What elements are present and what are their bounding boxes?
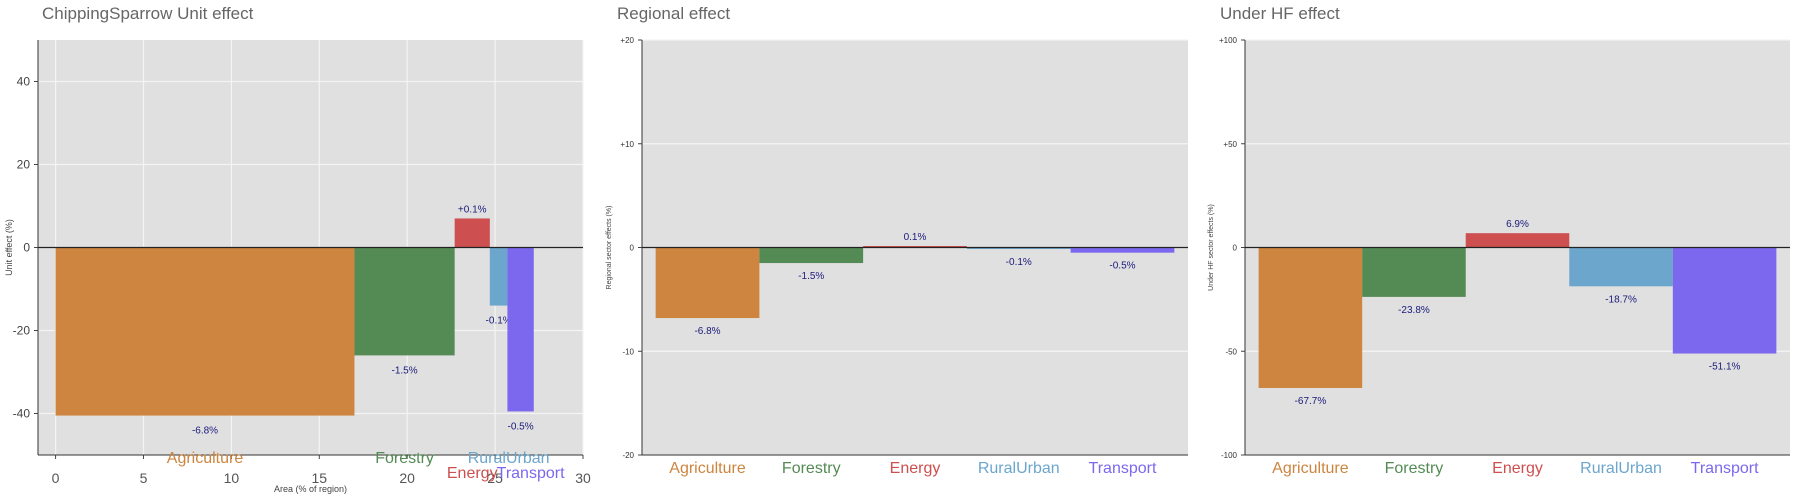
y-tick-label: -20 <box>13 324 31 338</box>
y-axis-title: Unit effect (%) <box>4 219 14 276</box>
category-label: Agriculture <box>669 460 746 477</box>
data-label: +0.1% <box>458 204 487 215</box>
y-tick-label: 0 <box>1233 244 1238 253</box>
category-label: Transport <box>497 465 565 482</box>
category-label: Transport <box>1691 460 1759 477</box>
bar-energy <box>454 218 490 248</box>
category-label: Forestry <box>1385 460 1444 477</box>
y-tick-label: 0 <box>630 244 635 253</box>
data-label: -6.8% <box>694 326 720 337</box>
data-label: -51.1% <box>1709 362 1741 373</box>
category-label: RuralUrban <box>1580 460 1662 477</box>
data-label: -23.8% <box>1398 305 1430 316</box>
y-tick-label: +100 <box>1219 36 1238 45</box>
bar-forestry <box>354 247 455 356</box>
bar-agriculture <box>655 247 760 319</box>
data-label: -0.1% <box>1006 257 1032 268</box>
bar-forestry <box>1362 247 1466 297</box>
y-tick-label: 20 <box>17 158 31 172</box>
x-tick-label: 20 <box>399 470 415 486</box>
data-label: -18.7% <box>1605 294 1637 305</box>
category-label: Energy <box>447 465 498 482</box>
bar-ruralurban <box>489 247 508 306</box>
bar-forestry <box>759 247 864 264</box>
under-hf-effect-title: Under HF effect <box>1220 4 1340 23</box>
data-label: -67.7% <box>1295 396 1327 407</box>
bar-energy <box>863 246 967 248</box>
x-tick-label: 25 <box>487 470 503 486</box>
bar-transport <box>1070 247 1175 253</box>
bar-agriculture <box>1258 247 1363 388</box>
unit-effect-title: ChippingSparrow Unit effect <box>42 4 254 23</box>
x-tick-label: 0 <box>52 470 60 486</box>
category-label: Energy <box>1492 460 1543 477</box>
data-label: -0.5% <box>1109 261 1135 272</box>
x-tick-label: 5 <box>140 470 148 486</box>
y-tick-label: -100 <box>1221 451 1238 460</box>
category-label: RuralUrban <box>978 460 1060 477</box>
category-label: Agriculture <box>167 450 244 467</box>
y-tick-label: +10 <box>620 140 634 149</box>
y-tick-label: -20 <box>622 451 634 460</box>
y-axis-title: Under HF sector effects (%) <box>1208 204 1215 291</box>
x-tick-label: 15 <box>312 470 328 486</box>
x-tick-label: 10 <box>224 470 240 486</box>
y-tick-label: +20 <box>620 36 634 45</box>
y-tick-label: 40 <box>17 75 31 89</box>
category-label: Forestry <box>375 450 434 467</box>
bar-transport <box>1672 247 1777 354</box>
y-tick-label: -50 <box>1225 347 1237 356</box>
y-tick-label: 0 <box>23 241 30 255</box>
category-label: RuralUrban <box>468 450 550 467</box>
y-tick-label: -40 <box>13 407 31 421</box>
bar-energy <box>1465 233 1570 248</box>
category-label: Transport <box>1089 460 1157 477</box>
x-tick-label: 30 <box>575 470 591 486</box>
y-tick-label: +50 <box>1223 140 1237 149</box>
y-tick-label: -10 <box>622 347 634 356</box>
data-label: -0.5% <box>508 421 534 432</box>
data-label: 6.9% <box>1506 219 1529 230</box>
data-label: -6.8% <box>192 426 218 437</box>
bar-ruralurban <box>966 247 1071 249</box>
bar-agriculture <box>55 247 355 416</box>
x-axis-title: Area (% of region) <box>274 484 347 494</box>
y-axis-title: Regional sector effects (%) <box>606 206 613 290</box>
data-label: -1.5% <box>391 365 417 376</box>
regional-effect-title: Regional effect <box>617 4 731 23</box>
data-label: 0.1% <box>904 232 927 243</box>
category-label: Energy <box>890 460 941 477</box>
category-label: Forestry <box>782 460 841 477</box>
bar-transport <box>507 247 534 412</box>
bar-ruralurban <box>1569 247 1673 287</box>
data-label: -1.5% <box>798 271 824 282</box>
category-label: Agriculture <box>1272 460 1349 477</box>
data-label: -0.1% <box>486 316 512 327</box>
